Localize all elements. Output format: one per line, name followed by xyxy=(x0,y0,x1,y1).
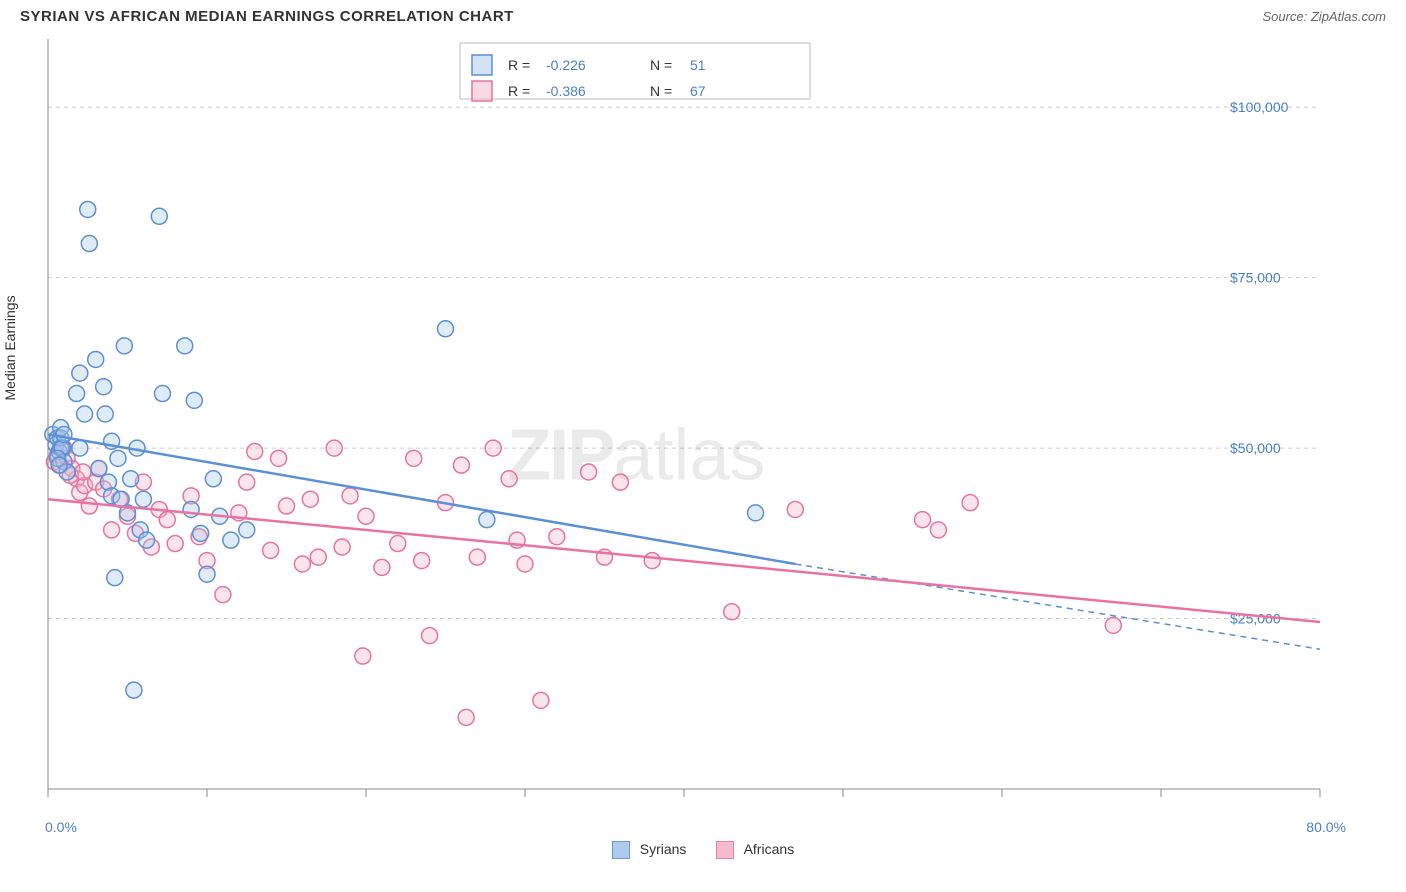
source-attribution: Source: ZipAtlas.com xyxy=(1262,9,1386,24)
x-max-label: 80.0% xyxy=(1306,819,1346,835)
svg-text:$75,000: $75,000 xyxy=(1230,270,1281,286)
svg-text:-0.226: -0.226 xyxy=(546,57,586,73)
bottom-legend: Syrians Africans xyxy=(0,841,1406,859)
svg-text:N =: N = xyxy=(650,83,672,99)
svg-text:R =: R = xyxy=(508,83,530,99)
legend-item-africans: Africans xyxy=(716,841,794,859)
svg-text:R =: R = xyxy=(508,57,530,73)
y-axis-label: Median Earnings xyxy=(2,295,18,400)
legend-swatch-syrians xyxy=(612,841,630,859)
legend-item-syrians: Syrians xyxy=(612,841,687,859)
svg-text:$50,000: $50,000 xyxy=(1230,440,1281,456)
legend-label-syrians: Syrians xyxy=(640,841,687,857)
chart-title: SYRIAN VS AFRICAN MEDIAN EARNINGS CORREL… xyxy=(20,8,514,25)
svg-text:67: 67 xyxy=(690,83,706,99)
x-axis-minmax: 0.0% 80.0% xyxy=(0,819,1406,835)
legend-label-africans: Africans xyxy=(744,841,795,857)
svg-text:51: 51 xyxy=(690,57,706,73)
legend-swatch-africans xyxy=(716,841,734,859)
scatter-chart: $25,000$50,000$75,000$100,000ZIPatlasR =… xyxy=(20,29,1360,819)
svg-text:N =: N = xyxy=(650,57,672,73)
svg-text:ZIPatlas: ZIPatlas xyxy=(507,415,765,495)
svg-text:-0.386: -0.386 xyxy=(546,83,586,99)
chart-header: SYRIAN VS AFRICAN MEDIAN EARNINGS CORREL… xyxy=(0,0,1406,29)
chart-container: Median Earnings $25,000$50,000$75,000$10… xyxy=(20,29,1386,819)
svg-text:$100,000: $100,000 xyxy=(1230,99,1289,115)
x-min-label: 0.0% xyxy=(45,819,77,835)
